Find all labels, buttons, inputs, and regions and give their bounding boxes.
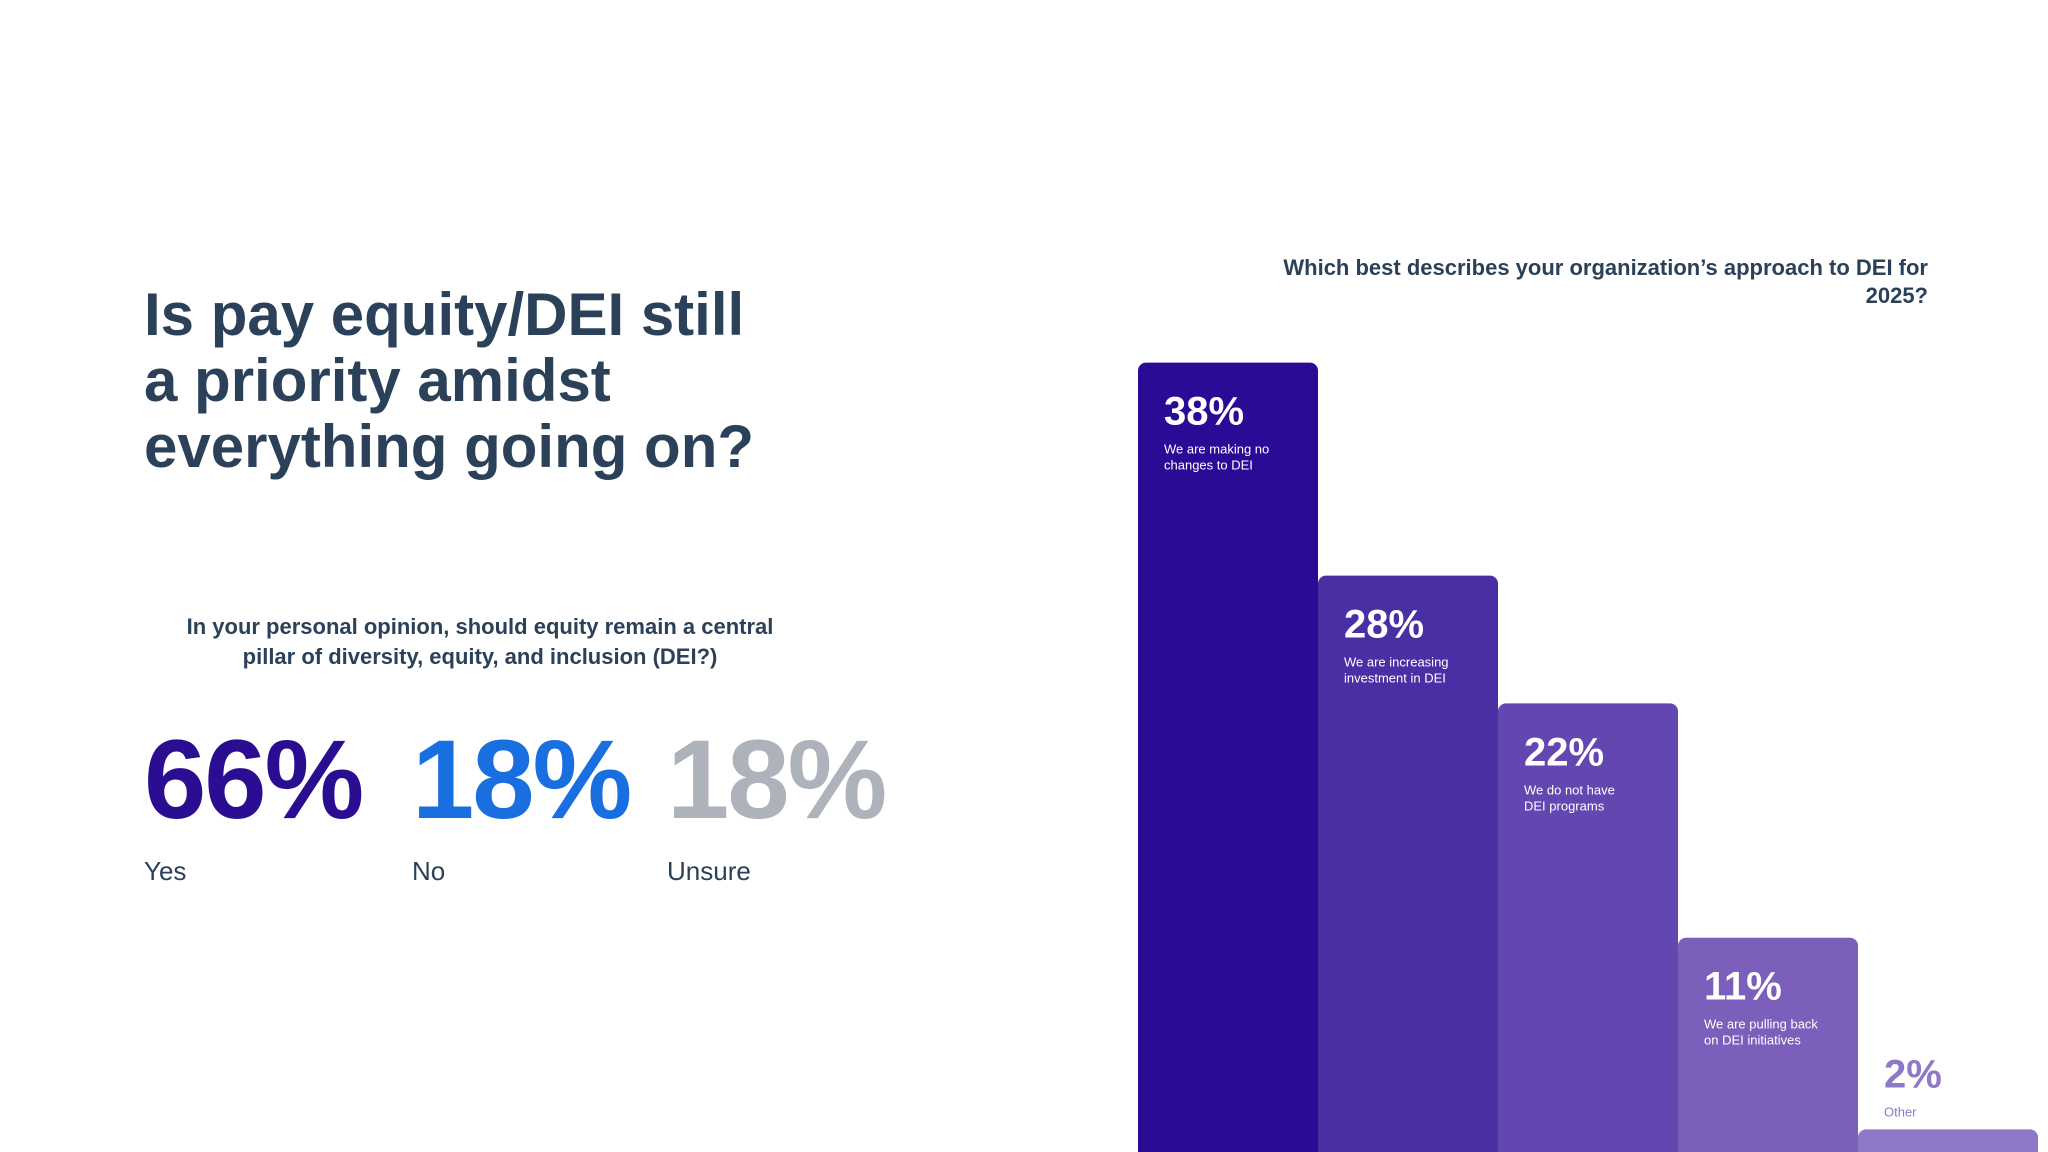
equity-question: In your personal opinion, should equity …	[186, 614, 774, 669]
stat-yes-label: Yes	[144, 856, 187, 886]
stat-unsure-label: Unsure	[667, 856, 751, 886]
page-title: Is pay equity/DEI still a priority amids…	[144, 281, 754, 480]
stat-yes: 66% Yes	[144, 717, 364, 887]
category-label-we-are-increasing-investment-in-dei: We are increasing investment in DEI	[1344, 655, 1449, 686]
bar-we-are-making-no-changes-to-dei	[1138, 362, 1318, 1152]
stat-no-label: No	[412, 856, 446, 886]
category-label-we-are-making-no-changes-to-dei: We are making no changes to DEI	[1164, 442, 1269, 473]
bar-other	[1858, 1129, 2038, 1152]
category-label-other: Other	[1884, 1104, 1917, 1119]
bar-we-are-pulling-back-on-dei-initiatives	[1678, 937, 1858, 1152]
category-label-we-do-not-have-dei-programs: We do not have DEI programs	[1524, 782, 1615, 813]
bar-we-do-not-have-dei-programs	[1498, 703, 1678, 1152]
value-label-we-are-making-no-changes-to-dei: 38%	[1164, 390, 1244, 434]
stat-no-value: 18%	[412, 717, 632, 842]
chart-title: Which best describes your organization’s…	[1283, 255, 1928, 308]
dei-approach-bar-chart: 38% We are making no changes to DEI 28% We a…	[1120, 340, 2048, 1152]
bar-we-are-increasing-investment-in-dei	[1318, 575, 1498, 1152]
value-label-we-are-pulling-back-on-dei-initiatives: 11%	[1704, 965, 1782, 1009]
stat-unsure-value: 18%	[667, 717, 887, 842]
stat-no: 18% No	[412, 717, 632, 887]
stat-yes-value: 66%	[144, 717, 364, 842]
category-label-we-are-pulling-back-on-dei-initiatives: We are pulling back on DEI initiatives	[1704, 1017, 1818, 1048]
bar-chart-svg: 38% We are making no changes to DEI 28% We a…	[1138, 362, 2038, 1152]
value-label-we-are-increasing-investment-in-dei: 28%	[1344, 603, 1424, 647]
value-label-we-do-not-have-dei-programs: 22%	[1524, 730, 1604, 774]
stat-unsure: 18% Unsure	[667, 717, 887, 887]
value-label-other: 2%	[1884, 1052, 1942, 1096]
